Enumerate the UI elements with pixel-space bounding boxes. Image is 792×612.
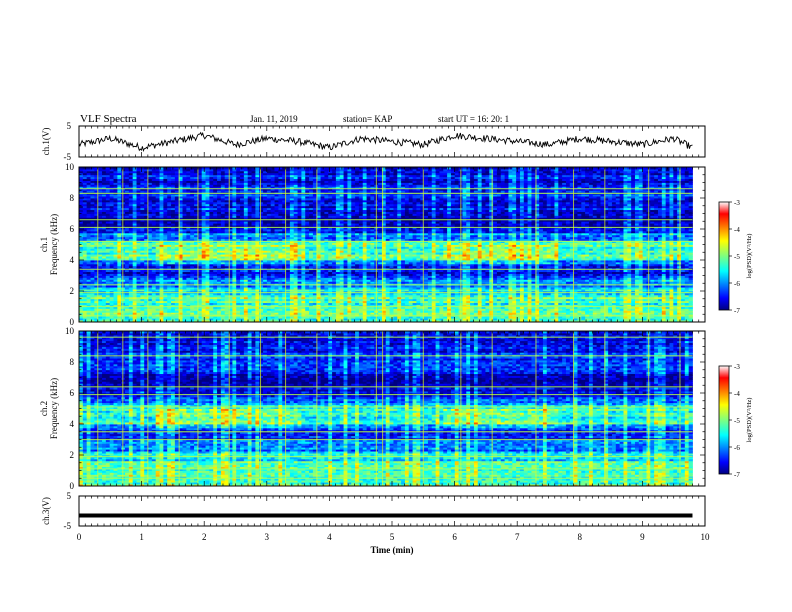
ch1-voltage-ylabel: ch.1(V) (41, 128, 51, 156)
vlf-spectra-figure: 5-5ch.1(V)0246810ch.1 Frequency (kHz)-3-4… (0, 0, 792, 612)
y-tick-label: -5 (64, 152, 72, 162)
ch1-trace (79, 133, 693, 151)
y-tick-label: 5 (67, 121, 72, 131)
ch1-spectrogram-cells (79, 167, 693, 322)
